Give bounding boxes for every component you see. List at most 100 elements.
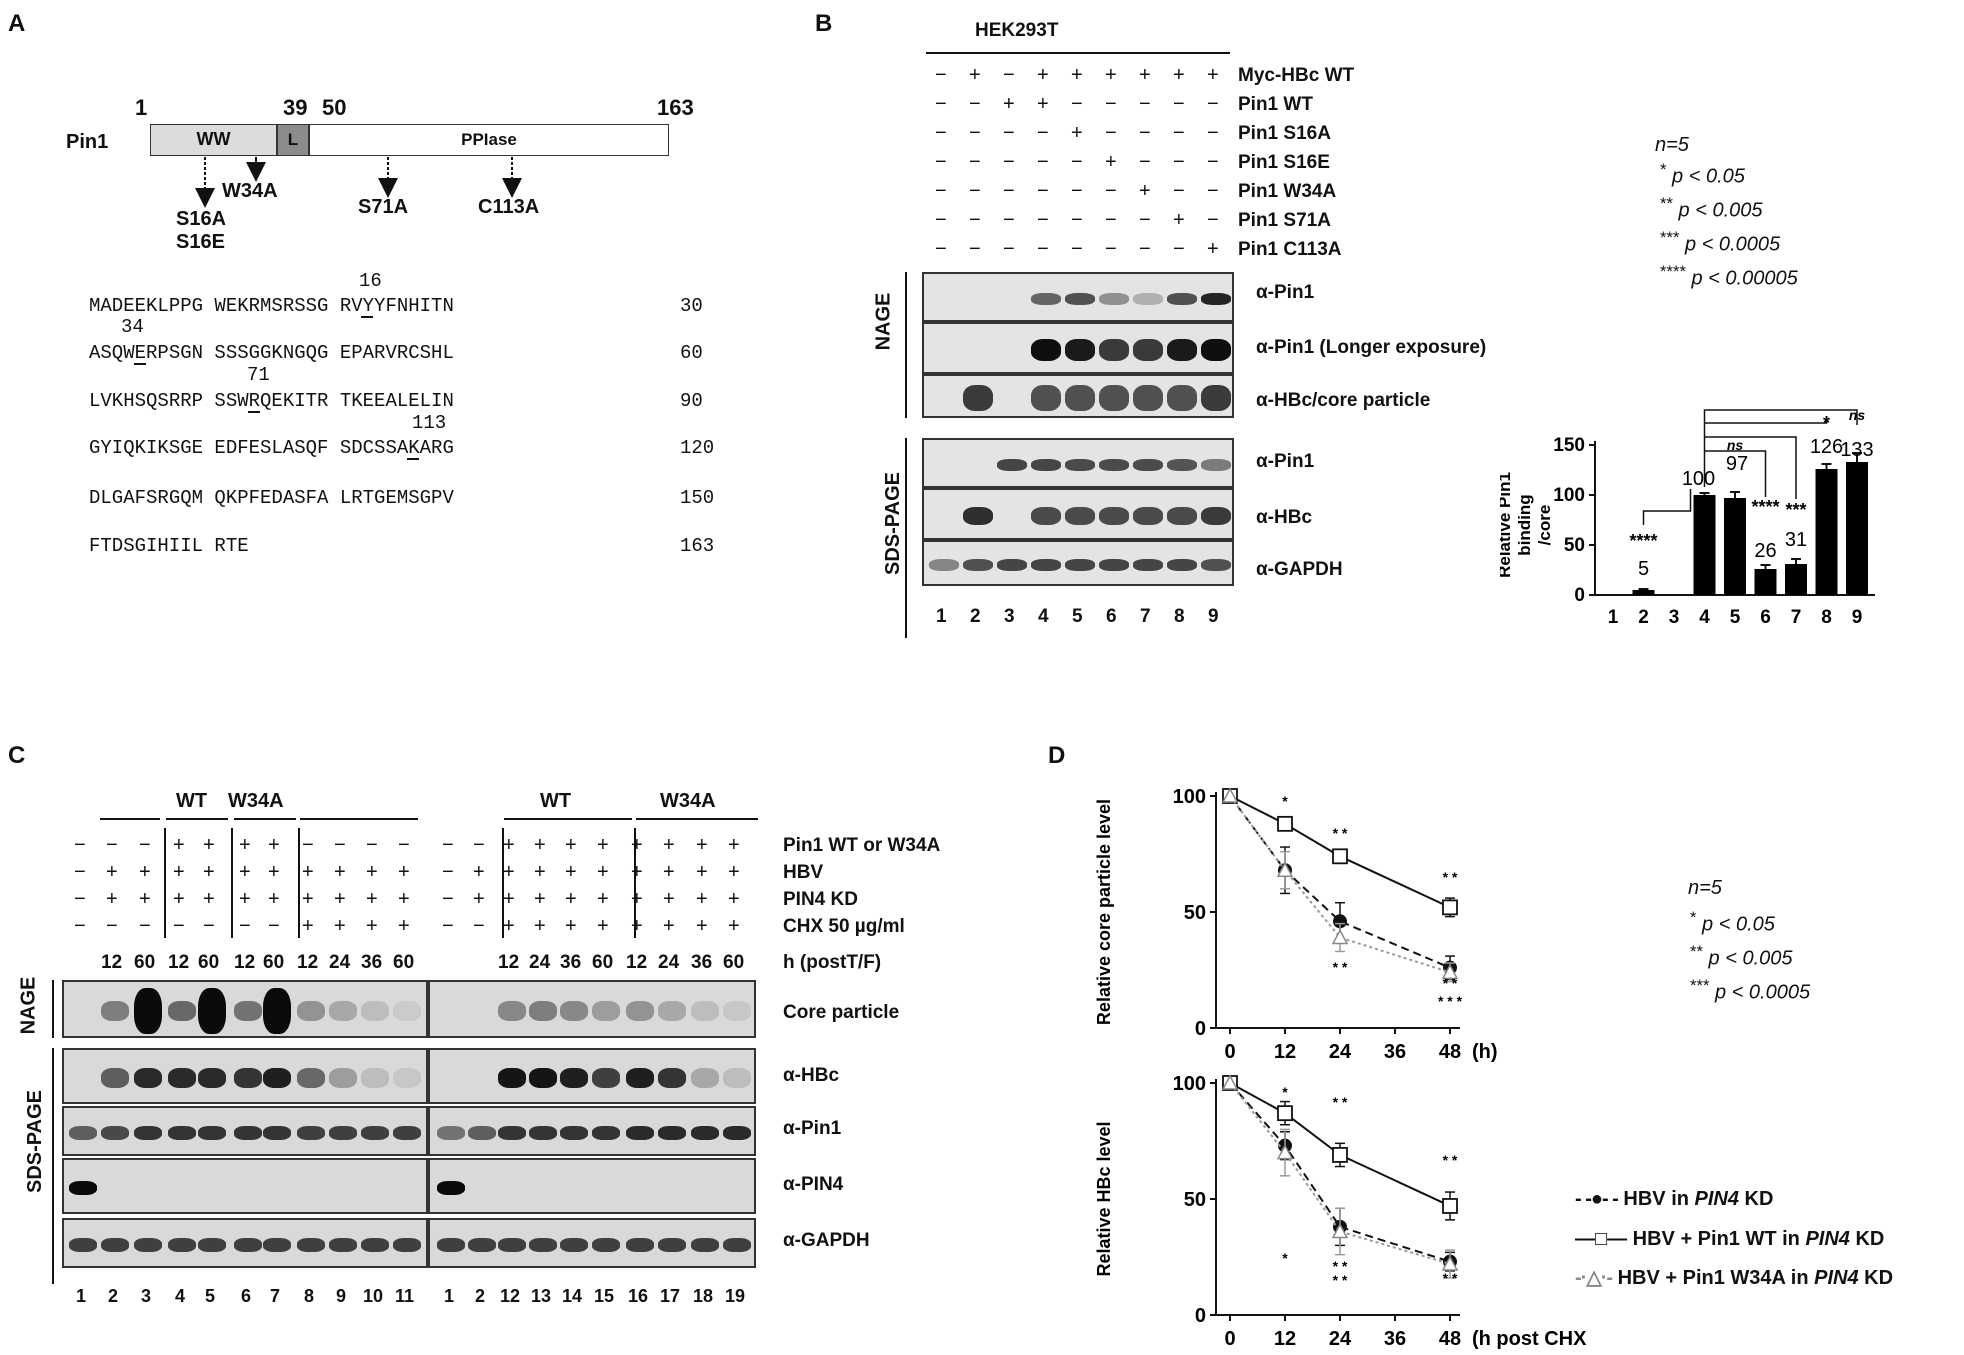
blot-band	[361, 1238, 389, 1252]
time-point: 36	[560, 952, 582, 973]
treatment-sign: −	[1139, 93, 1151, 115]
series-line	[1229, 1082, 1451, 1263]
western-blot-2	[922, 322, 1234, 374]
x-tick-label: 24	[1329, 1041, 1352, 1063]
blot-label: α-Pin1	[1256, 451, 1315, 472]
treatment-sign: +	[696, 888, 708, 910]
treatment-sign: −	[935, 180, 947, 202]
stats-n-b-text: n=5	[1655, 134, 1689, 156]
treatment-sign: +	[1207, 64, 1219, 86]
significance-marker: *	[1282, 1084, 1288, 1100]
treatment-sign: −	[398, 834, 410, 856]
treatment-sign: +	[268, 861, 280, 883]
blot-band	[1099, 507, 1129, 525]
treatment-label: Pin1 W34A	[1238, 181, 1337, 202]
domain-ww: WW	[150, 124, 277, 156]
treatment-sign: −	[173, 915, 185, 937]
treatment-sign: −	[1173, 122, 1185, 144]
significance-marker: * *	[1443, 975, 1458, 991]
significance-marker: * *	[1333, 1258, 1348, 1274]
treatment-sign: −	[473, 915, 485, 937]
data-point	[1441, 963, 1459, 980]
treatment-sign: −	[442, 915, 454, 937]
bar	[1754, 569, 1777, 595]
treatment-sign: +	[302, 915, 314, 937]
stats-p1-b: * p < 0.05	[1660, 160, 1745, 188]
domain-linker-label: L	[287, 130, 299, 149]
cell-line-bar	[926, 52, 1230, 54]
treatment-sign: +	[631, 861, 643, 883]
blot-band	[498, 1068, 526, 1088]
treatment-sign: +	[366, 888, 378, 910]
time-point: 24	[658, 952, 680, 973]
group-bar	[166, 818, 228, 820]
treatment-sign: −	[139, 915, 151, 937]
sds-bracket-c	[52, 1048, 54, 1284]
pin1-position-163: 163	[657, 95, 694, 120]
treatment-sign: −	[1003, 180, 1015, 202]
treatment-sign: +	[106, 888, 118, 910]
treatment-sign: −	[935, 238, 947, 260]
treatment-sign: −	[969, 122, 981, 144]
blot-band	[658, 1068, 686, 1088]
stats-p3-b: *** p < 0.0005	[1660, 228, 1781, 256]
blot-label: α-Pin1	[783, 1118, 842, 1139]
category-label: 3	[1669, 607, 1680, 628]
stats-p2-d-text: p < 0.005	[1708, 947, 1793, 970]
blot-band	[1133, 559, 1163, 571]
lane-number: 3	[141, 1286, 152, 1306]
blot-band	[1065, 459, 1095, 471]
blot-band	[997, 459, 1027, 471]
stats-p1-d: * p < 0.05	[1690, 908, 1775, 936]
group-separator	[231, 828, 233, 938]
legend-item: -·△·- HBV + Pin1 W34A in PIN4 KD	[1575, 1267, 1894, 1289]
blot-band	[134, 1238, 162, 1252]
sequence-num-6: 163	[680, 535, 715, 557]
series-line	[1229, 1082, 1451, 1265]
data-point	[1441, 1255, 1459, 1271]
blot-band	[1099, 339, 1129, 361]
blot-band	[134, 1126, 162, 1140]
domain-ppiase: PPIase	[309, 124, 669, 156]
blot-band	[1031, 507, 1061, 525]
blot-band	[529, 1001, 557, 1021]
western-blot-6	[922, 540, 1234, 586]
treatment-sign: −	[1071, 151, 1083, 173]
blot-band	[1201, 459, 1231, 471]
treatment-sign: −	[1207, 93, 1219, 115]
blot-band	[69, 1126, 97, 1140]
treatment-sign: +	[268, 834, 280, 856]
blot-band	[963, 507, 993, 525]
legend-text: KD	[1858, 1267, 1894, 1289]
nage-bracket-c	[52, 980, 54, 1038]
underline-c113	[407, 458, 419, 460]
treatment-sign: +	[302, 888, 314, 910]
treatment-label: Myc-HBc WT	[1238, 65, 1355, 86]
blot-band	[1065, 385, 1095, 411]
lane-number: 15	[594, 1286, 615, 1306]
time-point: 24	[329, 952, 351, 973]
sequence-line-1: MADEEKLPPG WEKRMSRSSG RVYYFNHITN	[89, 295, 454, 317]
blot-band	[1031, 459, 1061, 471]
treatment-sign: −	[239, 915, 251, 937]
panel-a-label: A	[8, 10, 26, 37]
treatment-sign: −	[1207, 180, 1219, 202]
blot-band	[529, 1126, 557, 1140]
time-point: 60	[134, 952, 156, 973]
blot-band	[1065, 293, 1095, 305]
stats-p4-b-text: p < 0.00005	[1691, 267, 1798, 290]
lane-number: 7	[1140, 606, 1151, 627]
blot-band	[329, 1238, 357, 1252]
blot-band	[168, 1126, 196, 1140]
sequence-line-6: FTDSGIHIIL RTE	[89, 535, 249, 557]
treatment-sign: +	[366, 915, 378, 937]
blot-band	[723, 1068, 751, 1088]
treatment-sign: +	[565, 861, 577, 883]
domain-linker: L	[277, 124, 309, 156]
gel-nage-label-c: NAGE	[17, 976, 40, 1035]
treatment-sign: +	[503, 861, 515, 883]
legend-item: —□— HBV + Pin1 WT in PIN4 KD	[1575, 1228, 1885, 1250]
treatment-sign: +	[597, 861, 609, 883]
lane-number: 3	[1004, 606, 1015, 627]
blot-band	[101, 1001, 129, 1021]
